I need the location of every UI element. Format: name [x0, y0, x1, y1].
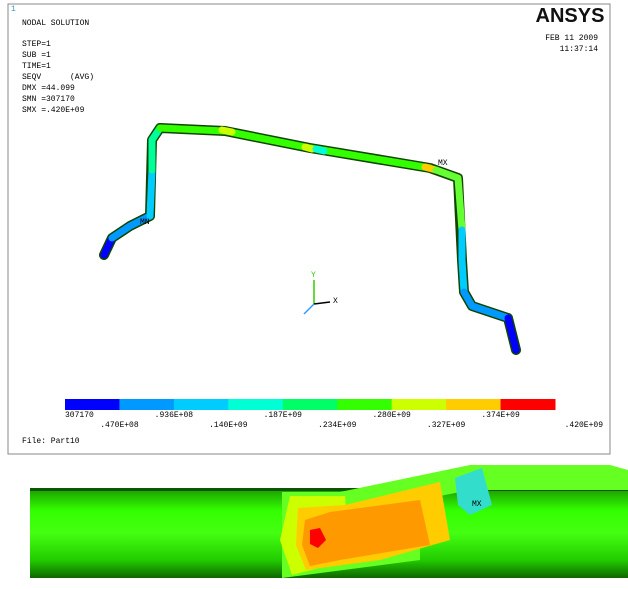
legend-label: .280E+09	[372, 411, 411, 420]
legend-swatch	[228, 399, 283, 410]
smn: SMN =307170	[22, 95, 75, 104]
detail-max-marker: MX	[472, 500, 482, 509]
window-number: 1	[11, 5, 16, 14]
date: FEB 11 2009	[545, 34, 598, 43]
legend-label: 307170	[65, 411, 94, 420]
axis-x-label: X	[333, 297, 338, 306]
main-viewport	[8, 4, 610, 454]
pipe-segment	[316, 149, 324, 151]
sub: SUB =1	[22, 51, 51, 60]
detail-view: MX	[30, 462, 628, 584]
legend-label: .374E+09	[481, 411, 520, 420]
time: TIME=1	[22, 62, 51, 71]
legend-swatch	[119, 399, 174, 410]
logo: ANSYS	[536, 5, 605, 27]
legend-label: .140E+09	[209, 421, 248, 430]
ansys-screenshot: 1 NODAL SOLUTION STEP=1 SUB =1 TIME=1 SE…	[0, 0, 628, 584]
legend-swatch	[174, 399, 229, 410]
legend-swatch	[283, 399, 338, 410]
pipe-segment	[305, 147, 312, 149]
legend-label: .234E+09	[318, 421, 357, 430]
dmx: DMX =44.099	[22, 84, 75, 93]
pipe-segment	[150, 170, 152, 216]
legend-label: .420E+09	[565, 421, 604, 430]
legend-label: .470E+08	[100, 421, 139, 430]
legend-label: .187E+09	[264, 411, 303, 420]
step: STEP=1	[22, 40, 51, 49]
legend-label: .327E+09	[427, 421, 466, 430]
legend-swatch	[501, 399, 556, 410]
axis-y-label: Y	[311, 271, 316, 280]
pipe-segment	[222, 130, 232, 132]
result: SEQV (AVG)	[22, 73, 94, 82]
smx: SMX =.420E+09	[22, 106, 85, 115]
title: NODAL SOLUTION	[22, 19, 89, 28]
max-marker: MX	[438, 159, 448, 168]
clock: 11:37:14	[560, 45, 599, 54]
legend-swatch	[65, 399, 120, 410]
file-name: File: Part10	[22, 437, 80, 446]
legend-swatch	[337, 399, 392, 410]
legend-label: .936E+08	[155, 411, 194, 420]
pipe-segment	[462, 230, 464, 292]
legend-swatch	[392, 399, 447, 410]
min-marker: MN	[140, 218, 150, 227]
legend-swatch	[446, 399, 501, 410]
